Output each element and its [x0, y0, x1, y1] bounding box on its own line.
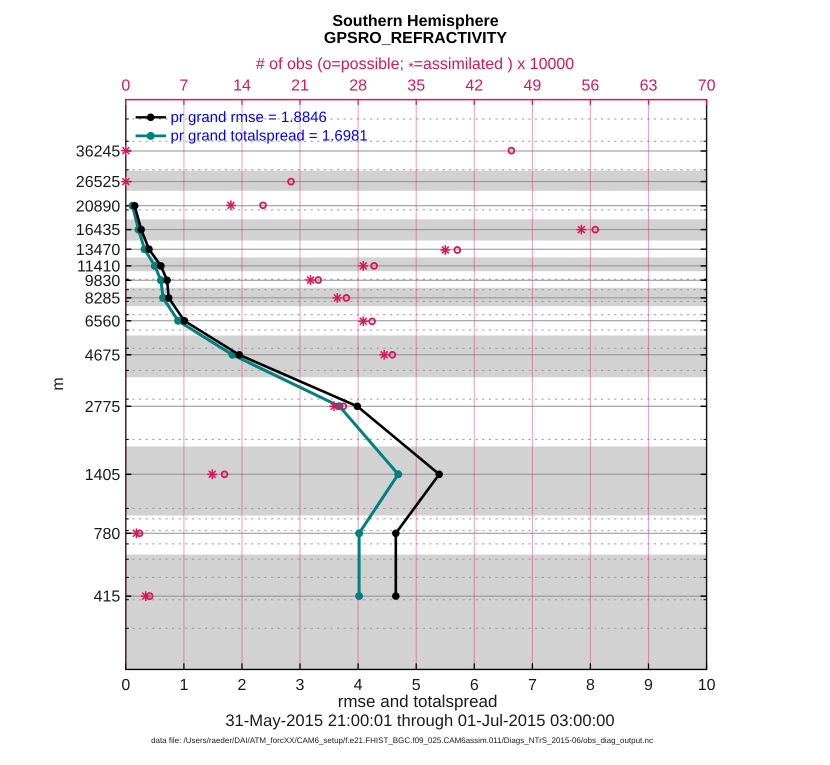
svg-text:GPSRO_REFRACTIVITY: GPSRO_REFRACTIVITY	[324, 30, 507, 47]
svg-text:0: 0	[121, 677, 130, 694]
svg-text:63: 63	[640, 78, 658, 95]
svg-text:7: 7	[179, 78, 188, 95]
svg-text:0: 0	[121, 78, 130, 95]
svg-text:pr grand totalspread = 1.6981: pr grand totalspread = 1.6981	[171, 128, 368, 145]
svg-text:rmse and totalspread: rmse and totalspread	[338, 692, 498, 711]
svg-text:28: 28	[349, 78, 367, 95]
svg-text:26525: 26525	[76, 174, 121, 191]
svg-text:14: 14	[233, 78, 251, 95]
svg-text:1: 1	[179, 677, 188, 694]
svg-text:2: 2	[238, 677, 247, 694]
svg-text:31-May-2015 21:00:01 through 0: 31-May-2015 21:00:01 through 01-Jul-2015…	[225, 711, 614, 730]
svg-text:1405: 1405	[85, 467, 121, 484]
svg-text:20890: 20890	[76, 198, 121, 215]
svg-text:# of obs (o=possible; *=assimi: # of obs (o=possible; *=assimilated ) x …	[256, 56, 574, 75]
svg-text:8: 8	[586, 677, 595, 694]
svg-text:415: 415	[94, 589, 121, 606]
svg-text:11410: 11410	[77, 259, 120, 276]
svg-text:4: 4	[354, 677, 363, 694]
svg-text:21: 21	[291, 78, 309, 95]
svg-text:7: 7	[528, 677, 537, 694]
svg-text:6560: 6560	[85, 313, 121, 330]
svg-text:16435: 16435	[76, 222, 121, 239]
svg-text:56: 56	[582, 78, 600, 95]
svg-text:8285: 8285	[85, 291, 121, 308]
svg-text:780: 780	[94, 526, 121, 543]
svg-text:35: 35	[407, 78, 425, 95]
svg-text:data file: /Users/raeder/DAI/A: data file: /Users/raeder/DAI/ATM_forcXX/…	[151, 736, 653, 745]
svg-text:49: 49	[524, 78, 542, 95]
svg-text:36245: 36245	[76, 144, 121, 161]
svg-text:70: 70	[698, 78, 716, 95]
svg-text:2775: 2775	[85, 399, 121, 416]
svg-text:9: 9	[644, 677, 653, 694]
svg-text:3: 3	[296, 677, 305, 694]
svg-text:m: m	[50, 377, 67, 390]
svg-text:5: 5	[412, 677, 421, 694]
svg-text:Southern Hemisphere: Southern Hemisphere	[332, 13, 498, 30]
svg-text:42: 42	[465, 78, 483, 95]
svg-text:9830: 9830	[85, 273, 121, 290]
svg-text:10: 10	[698, 677, 716, 694]
svg-text:13470: 13470	[76, 242, 121, 259]
svg-text:6: 6	[470, 677, 479, 694]
svg-text:4675: 4675	[85, 347, 121, 364]
svg-text:pr grand rmse = 1.8846: pr grand rmse = 1.8846	[171, 109, 327, 126]
